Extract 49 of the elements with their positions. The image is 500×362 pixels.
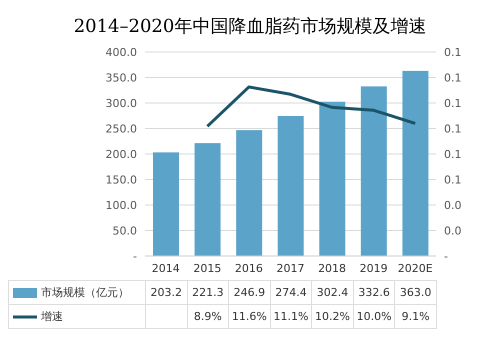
y-tick-label: 100.0	[106, 198, 137, 212]
y-tick-label: 300.0	[106, 96, 137, 110]
bar	[402, 70, 428, 256]
bar	[319, 102, 346, 256]
y-tick-label: 250.0	[106, 122, 137, 136]
data-label: 246.9	[228, 280, 270, 304]
y2-tick-label: 0.1	[444, 173, 462, 186]
y-tick-label: 150.0	[106, 173, 137, 186]
y2-tick-label: 0.1	[444, 71, 462, 84]
x-tick-label: 2015	[193, 262, 222, 275]
legend-label: 市场规模（亿元）	[41, 286, 129, 299]
x-tick-label: 2020E	[398, 262, 433, 275]
data-label: 332.6	[353, 280, 395, 304]
data-label: 10.2%	[312, 304, 354, 328]
x-tick-label: 2016	[234, 262, 263, 275]
legend-label: 增速	[41, 310, 63, 323]
y-tick-label: -	[133, 250, 138, 263]
data-label: 10.0%	[353, 304, 395, 328]
data-label: 11.6%	[228, 304, 270, 328]
bar	[360, 86, 387, 256]
y2-tick-label: 0.1	[444, 148, 462, 161]
y2-tick-label: 0.1	[444, 46, 462, 59]
y2-tick-label: 0.0	[444, 198, 462, 212]
data-label: 203.2	[146, 280, 188, 304]
data-label: 11.1%	[270, 304, 312, 328]
data-label: 221.3	[187, 280, 229, 304]
data-label: 9.1%	[394, 304, 436, 328]
y2-tick-label: -	[444, 250, 448, 263]
bar	[153, 152, 179, 256]
data-label: 274.4	[270, 280, 312, 304]
x-tick-label: 2018	[318, 262, 346, 275]
x-tick-label: 2014	[152, 262, 180, 275]
y-tick-label: 50.0	[112, 224, 137, 238]
y2-tick-label: 0.1	[444, 122, 462, 136]
bar	[278, 116, 304, 256]
y2-tick-label: 0.1	[444, 96, 462, 110]
x-tick-label: 2017	[276, 262, 304, 275]
chart-title: 2014–2020年中国降血脂药市场规模及增速	[72, 15, 428, 39]
data-label: 8.9%	[187, 304, 229, 328]
y-tick-label: 400.0	[106, 46, 137, 59]
bar	[194, 143, 221, 256]
bar	[236, 130, 262, 256]
data-label: 302.4	[312, 280, 354, 304]
y-tick-label: 350.0	[106, 71, 137, 84]
y-tick-label: 200.0	[106, 148, 137, 161]
line-series	[206, 85, 417, 128]
y2-tick-label: 0.0	[444, 224, 462, 238]
data-label: 363.0	[394, 280, 436, 304]
x-tick-label: 2019	[360, 262, 388, 275]
